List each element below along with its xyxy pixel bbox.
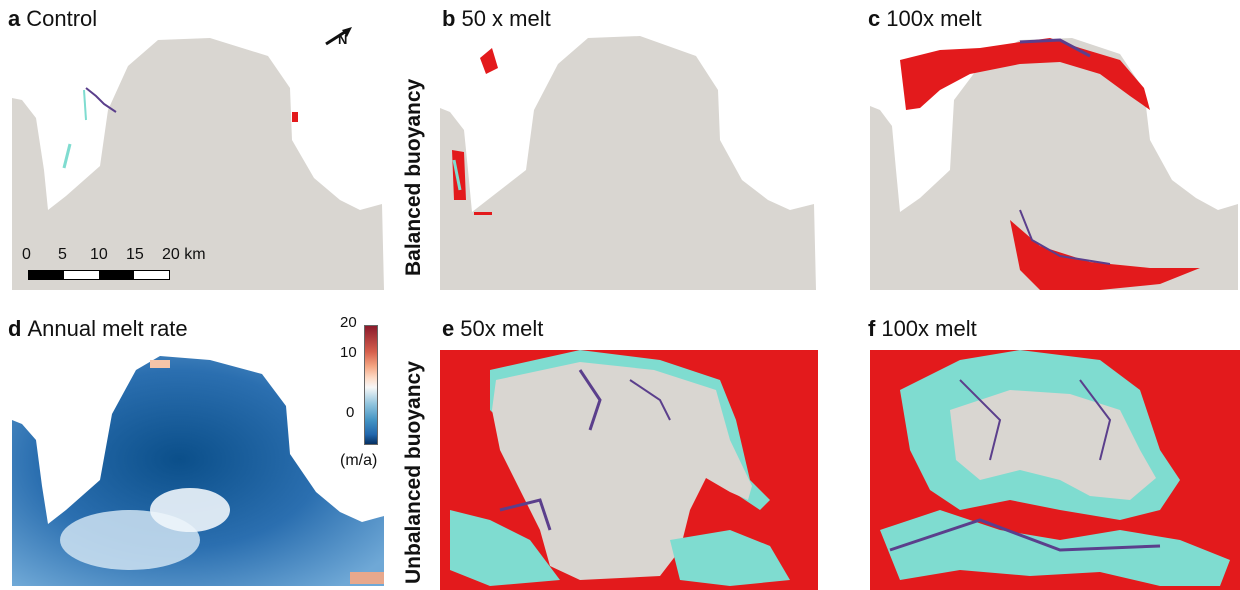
scale-tick-20: 20 km bbox=[162, 246, 206, 263]
panel-f-label: f 100x melt bbox=[868, 316, 977, 341]
panel-c-label: c 100x melt bbox=[868, 6, 982, 31]
panel-c: c 100x melt bbox=[860, 0, 1240, 290]
panel-b-map bbox=[440, 36, 816, 290]
scale-tick-0: 0 bbox=[22, 246, 31, 263]
panel-e-map bbox=[440, 350, 818, 590]
colorbar-tick-10: 10 bbox=[340, 344, 357, 361]
panel-f-map bbox=[870, 350, 1240, 590]
panel-b: b 50 x melt bbox=[430, 0, 820, 290]
panel-b-label: b 50 x melt bbox=[442, 6, 551, 31]
colorbar-unit: (m/a) bbox=[340, 452, 378, 469]
north-label: N bbox=[338, 32, 348, 47]
scale-tick-15: 15 bbox=[126, 246, 144, 263]
scale-tick-5: 5 bbox=[58, 246, 67, 263]
panel-c-map bbox=[870, 38, 1238, 290]
scale-tick-10: 10 bbox=[90, 246, 108, 263]
panel-f: f 100x melt bbox=[860, 310, 1240, 590]
scale-bar: 0 5 10 15 20 km bbox=[22, 246, 232, 286]
colorbar-tick-20: 20 bbox=[340, 314, 357, 331]
row-label-unbalanced: Unbalanced buoyancy bbox=[402, 361, 425, 584]
panel-d-label: d Annual melt rate bbox=[8, 316, 188, 341]
panel-a-label: a Control bbox=[8, 6, 98, 31]
panel-e: e 50x melt bbox=[430, 310, 820, 590]
north-arrow-icon bbox=[325, 27, 352, 46]
panel-e-label: e 50x melt bbox=[442, 316, 544, 341]
colorbar-tick-0: 0 bbox=[346, 404, 355, 421]
row-label-balanced: Balanced buoyancy bbox=[402, 78, 425, 276]
panel-a: a Control N 0 5 10 15 20 km bbox=[0, 0, 390, 290]
panel-a-map bbox=[12, 38, 384, 290]
panel-d-map bbox=[12, 356, 384, 586]
melt-rate-colorbar bbox=[364, 325, 378, 445]
panel-d: d Annual melt rate 20 10 0 (m/a) bbox=[0, 310, 390, 590]
